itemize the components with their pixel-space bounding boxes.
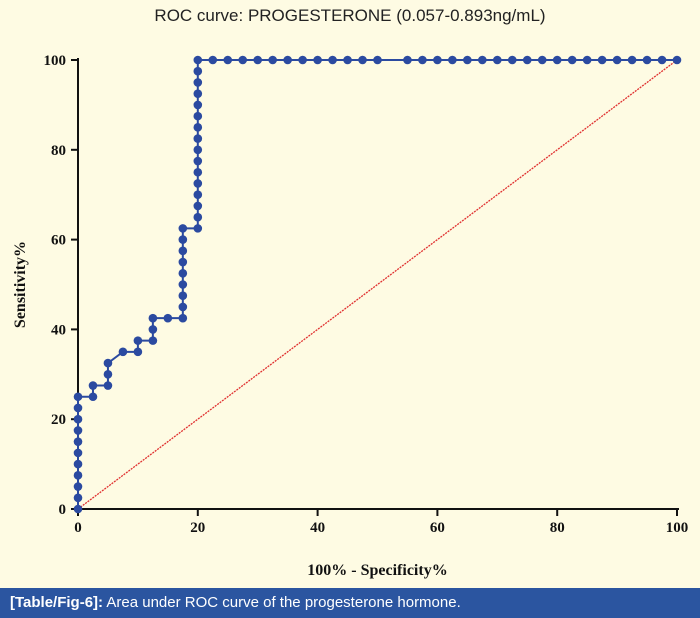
roc-point (493, 55, 502, 65)
roc-point (73, 448, 83, 458)
roc-point (193, 212, 203, 222)
roc-point (268, 55, 277, 65)
roc-point (163, 313, 173, 323)
roc-point (178, 246, 188, 256)
roc-point (507, 55, 517, 65)
roc-point (193, 123, 203, 132)
y-axis-label: Sensitivity% (12, 241, 29, 328)
roc-point (657, 55, 667, 65)
roc-point (478, 55, 487, 65)
roc-point (522, 55, 532, 65)
roc-point (193, 66, 203, 76)
x-tick-label: 80 (550, 520, 565, 536)
roc-point (463, 55, 472, 65)
roc-point (178, 224, 188, 233)
roc-point (88, 392, 98, 402)
roc-point (103, 381, 113, 390)
x-tick-label: 20 (190, 520, 205, 536)
roc-point (73, 414, 83, 424)
x-tick-label: 60 (430, 520, 445, 536)
roc-point (343, 55, 352, 65)
roc-point (238, 55, 248, 65)
roc-point (178, 291, 188, 301)
roc-point (178, 313, 188, 323)
roc-point (537, 55, 547, 65)
roc-point (88, 381, 98, 390)
roc-point (358, 55, 367, 65)
roc-point (223, 55, 233, 65)
roc-point (313, 55, 322, 65)
y-tick-label: 0 (59, 502, 67, 518)
roc-point (73, 504, 83, 514)
roc-point (193, 190, 203, 199)
roc-point (193, 179, 203, 188)
roc-point (73, 471, 83, 480)
chart-title: ROC curve: PROGESTERONE (0.057-0.893ng/m… (154, 6, 546, 25)
roc-point (193, 55, 203, 65)
roc-point (642, 55, 652, 65)
roc-point (298, 55, 307, 65)
roc-point (672, 55, 682, 65)
roc-point (148, 313, 158, 323)
roc-point (178, 268, 188, 278)
roc-point (193, 167, 203, 177)
roc-point (73, 403, 83, 413)
roc-point (552, 55, 562, 65)
roc-point (193, 89, 203, 98)
roc-point (73, 459, 83, 469)
roc-point (178, 257, 188, 267)
roc-point (612, 55, 622, 65)
y-tick-label: 100 (44, 53, 67, 69)
roc-point (253, 55, 262, 65)
y-tick-label: 60 (51, 233, 66, 249)
roc-point (103, 370, 113, 379)
roc-point (433, 55, 442, 65)
roc-point (283, 55, 292, 65)
y-tick-label: 80 (51, 143, 66, 159)
roc-point (73, 437, 83, 446)
x-tick-label: 100 (666, 520, 689, 536)
roc-point (627, 55, 637, 65)
roc-point (567, 55, 577, 65)
x-tick-label: 40 (310, 520, 325, 536)
roc-point (193, 224, 203, 233)
roc-point (403, 55, 412, 65)
roc-point (193, 100, 203, 110)
roc-point (178, 280, 188, 289)
roc-point (418, 55, 427, 65)
roc-point (208, 55, 218, 65)
roc-point (193, 111, 203, 121)
x-axis-label: 100% - Specificity% (307, 562, 447, 579)
roc-point (582, 55, 592, 65)
roc-point (133, 347, 143, 357)
figure-caption: [Table/Fig-6]: Area under ROC curve of t… (0, 588, 700, 618)
roc-point (73, 392, 83, 402)
roc-point (148, 325, 158, 334)
roc-point (193, 78, 203, 87)
roc-point (103, 358, 113, 368)
reference-line (77, 59, 678, 510)
roc-point (148, 336, 158, 345)
roc-point (193, 134, 203, 143)
roc-point (73, 482, 83, 491)
y-tick-label: 20 (51, 412, 66, 428)
roc-point (193, 156, 203, 166)
roc-point (73, 493, 83, 503)
roc-point (178, 235, 188, 244)
caption-text: Area under ROC curve of the progesterone… (103, 594, 461, 611)
roc-point (178, 302, 188, 312)
caption-label: [Table/Fig-6]: (10, 594, 104, 611)
x-tick-label: 0 (74, 520, 82, 536)
roc-point (448, 55, 457, 65)
roc-point (597, 55, 607, 65)
roc-point (133, 336, 143, 345)
roc-plot: 0 20 40 60 80 100 0 20 40 60 80 100 100% - Specifici… (12, 53, 689, 579)
roc-point (193, 201, 203, 211)
y-tick-label: 40 (51, 322, 66, 338)
roc-point (73, 426, 83, 435)
roc-point (373, 55, 382, 65)
roc-point (328, 55, 337, 65)
roc-point (118, 347, 128, 357)
roc-point (193, 145, 203, 155)
